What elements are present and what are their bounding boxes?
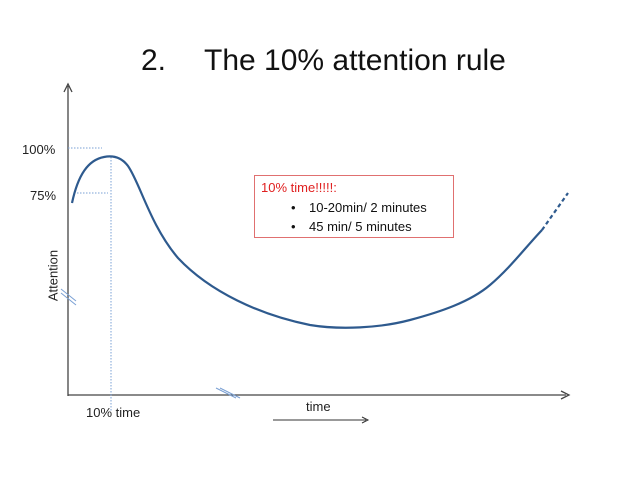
callout-list: • 10-20min/ 2 minutes • 45 min/ 5 minutes [291, 198, 427, 236]
callout-box: 10% time!!!!!: • 10-20min/ 2 minutes • 45 … [254, 175, 454, 238]
x-axis-arrow-icon [560, 390, 571, 400]
callout-heading: 10% time!!!!!: [261, 180, 337, 195]
attention-curve [70, 155, 543, 329]
callout-item: • 10-20min/ 2 minutes [291, 198, 427, 217]
y-axis-label: Attention [45, 249, 61, 302]
attention-curve-projection [541, 192, 569, 231]
y-tick-100: 100% [22, 142, 56, 157]
x-axis-break-icon [215, 387, 241, 399]
x-marker-label: 10% time [86, 405, 141, 420]
bullet-icon: • [291, 200, 296, 215]
callout-item: • 45 min/ 5 minutes [291, 217, 427, 236]
callout-item-text: 45 min/ 5 minutes [309, 219, 412, 234]
y-axis-break-icon [60, 288, 77, 306]
y-axis-arrow-icon [63, 82, 73, 93]
bullet-icon: • [291, 219, 296, 234]
y-tick-75: 75% [30, 188, 57, 203]
slide-title-number: 2. [141, 44, 167, 77]
callout-item-text: 10-20min/ 2 minutes [309, 200, 427, 215]
slide-title-text: The 10% attention rule [204, 44, 506, 77]
x-axis-label: time [306, 399, 331, 414]
guide-lines [68, 147, 112, 412]
time-arrow-head-icon [361, 416, 370, 424]
